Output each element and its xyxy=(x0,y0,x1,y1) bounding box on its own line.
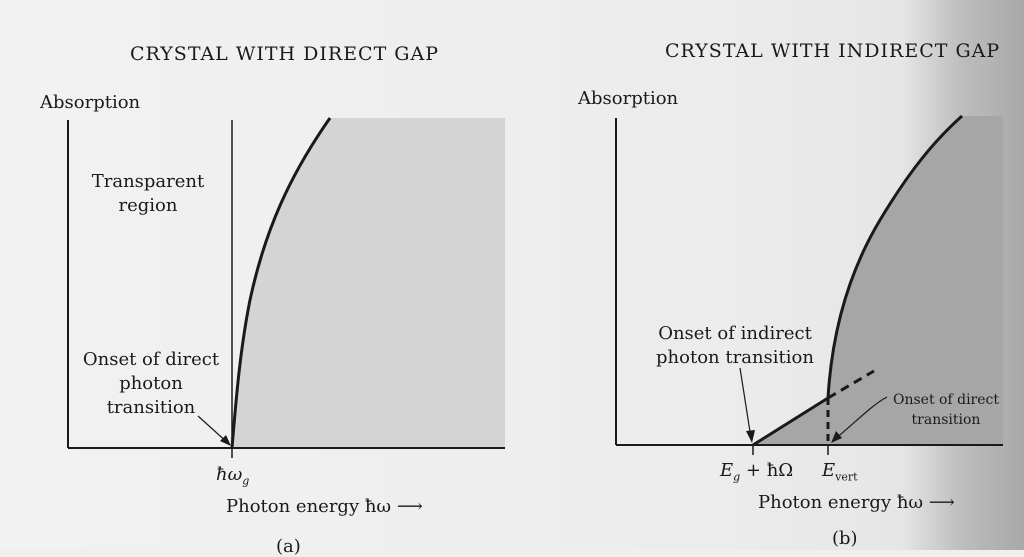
absorption-region-b xyxy=(753,116,1003,445)
threshold2-label-b: Evert xyxy=(822,460,858,484)
direct-onset-arrow-b xyxy=(833,396,888,441)
transparent-region-label: Transparent region xyxy=(91,171,205,216)
absorption-curve-b xyxy=(826,114,963,399)
direct-onset-label-b: Onset of direct transition xyxy=(893,392,999,428)
threshold-subscript-a: g xyxy=(242,474,250,488)
direct-onset-arrowhead-b xyxy=(831,431,842,443)
panel-b-x-axis-label: Photon energy ħω ⟶ xyxy=(758,492,955,513)
indirect-extension-b xyxy=(827,369,875,400)
panel-a-y-axis-label: Absorption xyxy=(40,92,141,113)
indirect-onset-arrowhead-b xyxy=(746,430,755,443)
indirect-onset-label-b: Onset of indirect photon transition xyxy=(656,323,814,368)
threshold1-symbol-b: E xyxy=(720,460,734,481)
indirect-onset-arrow-b xyxy=(739,367,752,439)
threshold1-label-b: Eg + ħΩ xyxy=(720,460,793,484)
panel-b-caption: (b) xyxy=(832,528,858,549)
absorption-region-a xyxy=(232,118,505,448)
threshold2-symbol-b: E xyxy=(822,460,836,481)
threshold1-rest-b: + ħΩ xyxy=(740,460,794,481)
panel-b-y-axis-label: Absorption xyxy=(578,88,679,109)
threshold1-subscript-b: g xyxy=(733,470,741,484)
panel-b-title: CRYSTAL WITH INDIRECT GAP xyxy=(665,40,1001,62)
panel-a-caption: (a) xyxy=(276,536,301,557)
threshold-label-a: ħωg xyxy=(216,464,249,488)
absorption-curve-a xyxy=(230,117,332,449)
indirect-curve-b xyxy=(752,396,829,447)
panel-a-title: CRYSTAL WITH DIRECT GAP xyxy=(130,43,439,65)
direct-onset-label-a: Onset of direct photon transition xyxy=(82,349,220,418)
threshold-symbol-a: ħω xyxy=(216,464,243,485)
onset-arrowhead-a xyxy=(220,435,231,446)
threshold2-subscript-b: vert xyxy=(835,470,858,484)
panel-a-x-axis-label: Photon energy ħω ⟶ xyxy=(226,496,423,517)
